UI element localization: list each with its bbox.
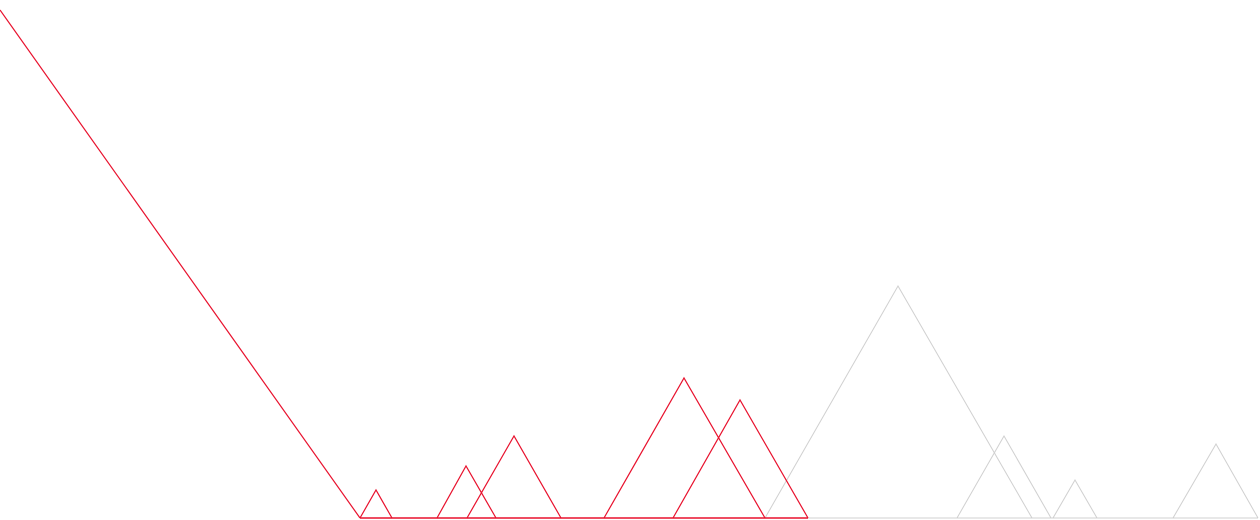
active-triangle	[603, 376, 766, 519]
active-triangle	[672, 398, 809, 519]
inactive-triangle	[1052, 479, 1098, 519]
active-triangle	[466, 434, 562, 519]
active-triangle	[436, 464, 497, 519]
inactive-triangle	[1172, 442, 1259, 519]
active-triangle	[359, 488, 393, 519]
inactive-triangle	[764, 284, 1033, 519]
inactive-triangle	[956, 434, 1052, 519]
active-diagonal-line	[0, 9, 361, 519]
